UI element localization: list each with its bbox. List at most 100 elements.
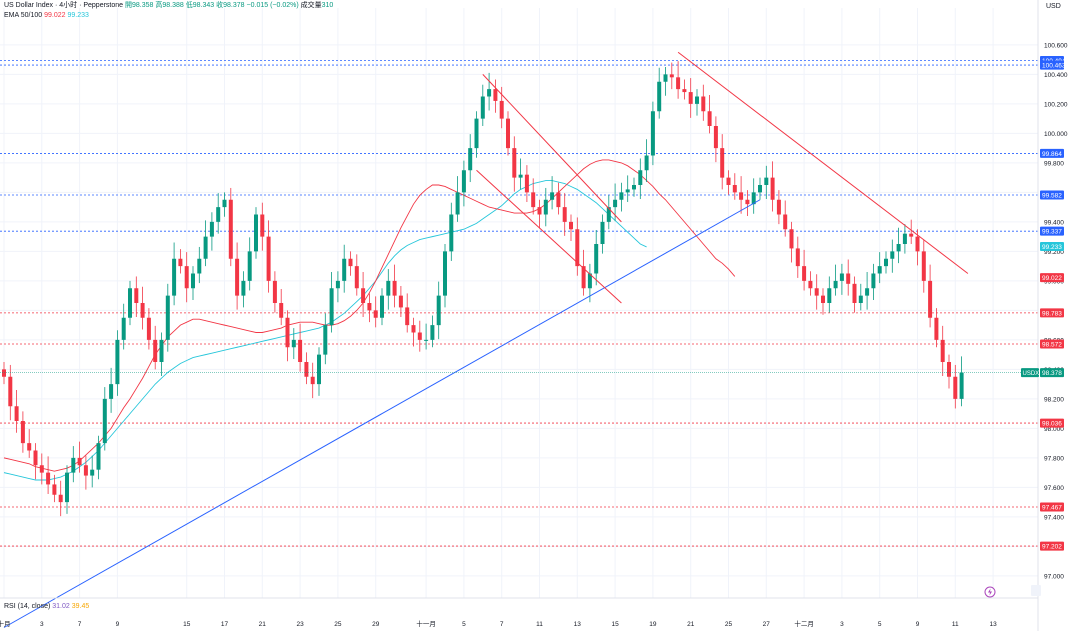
x-tick-label: 7: [500, 621, 504, 628]
candle-body: [720, 148, 725, 178]
candle-body: [884, 258, 888, 267]
ema-label: EMA 50/100: [4, 12, 43, 19]
level-badge: [1040, 541, 1064, 551]
symbol-tag: [1021, 368, 1039, 378]
candle-body: [518, 174, 523, 178]
level-label: 98.036: [1042, 421, 1062, 428]
y-tick-label: 97.800: [1044, 455, 1064, 462]
candle-body: [52, 484, 57, 495]
candle-body: [707, 111, 712, 126]
x-tick-label: 十二月: [794, 619, 814, 628]
level-label: 99.337: [1042, 229, 1062, 236]
candle-body: [443, 251, 447, 296]
candle-body: [342, 258, 347, 281]
candle-body: [121, 317, 126, 340]
level-label: 99.582: [1042, 193, 1062, 200]
level-badge: [1040, 148, 1064, 158]
level-label: 98.572: [1042, 342, 1062, 349]
rsi-legend: RSI (14, close) 31.02 39.45: [4, 602, 89, 612]
candle-body: [436, 295, 441, 326]
symbol-tag-label: USDX: [1023, 371, 1040, 377]
x-tick-label: 5: [878, 621, 882, 628]
open-label: 開: [125, 2, 133, 9]
candle-body: [71, 457, 76, 473]
candle-body: [354, 266, 359, 289]
level-label: 99.864: [1042, 151, 1062, 158]
candle-body: [669, 74, 674, 78]
candle-body: [272, 280, 277, 303]
volume-value: 310: [321, 2, 334, 9]
candle-body: [877, 266, 882, 274]
high-label: 高: [155, 2, 163, 9]
ema-legend: EMA 50/100 99.022 99.233: [4, 11, 89, 21]
candle-body: [197, 258, 202, 274]
y-tick-label: 98.200: [1044, 396, 1064, 403]
candle-body: [543, 199, 548, 215]
candle-body: [928, 280, 933, 318]
x-tick-label: 11: [952, 621, 959, 628]
candle-body: [606, 207, 611, 222]
candle-body: [247, 251, 252, 281]
candle-body: [140, 303, 145, 318]
close-label: 收: [216, 2, 224, 9]
x-tick-label: 5: [462, 621, 466, 628]
candle-body: [279, 303, 284, 318]
candle-body: [537, 207, 542, 215]
x-tick-label: 19: [649, 621, 657, 628]
candle-body: [770, 177, 775, 200]
price-label: 98.378: [1042, 370, 1062, 377]
x-tick-label: 13: [574, 621, 582, 628]
candle-body: [638, 170, 643, 185]
candle-body: [203, 236, 208, 259]
candle-body: [506, 118, 510, 149]
candle-body: [266, 236, 271, 281]
candle-body: [871, 273, 876, 289]
candle-body: [241, 280, 246, 296]
rsi-value: 31.02: [52, 603, 70, 610]
y-tick-label: 99.800: [1044, 160, 1064, 167]
candle-body: [846, 273, 851, 284]
candle-body: [128, 288, 132, 318]
candle-body: [776, 199, 781, 215]
low-label: 低: [185, 2, 193, 9]
level-badge: [1040, 418, 1064, 428]
level-badge: [1040, 339, 1064, 349]
symbol-legend: US Dollar Index · 4小时 · Pepperstone 開98.…: [4, 1, 333, 11]
candle-body: [386, 280, 391, 296]
x-tick-label: 3: [840, 621, 844, 628]
candle-body: [865, 288, 870, 296]
candle-body: [682, 89, 687, 93]
candle-body: [392, 280, 397, 296]
candle-body: [323, 325, 328, 355]
candle-body: [959, 372, 964, 399]
candle-body: [915, 236, 920, 252]
price-badge: [1040, 273, 1064, 283]
price-label: 99.233: [1042, 244, 1062, 251]
candle-body: [468, 148, 473, 171]
open-value: 98.358: [132, 2, 154, 9]
candle-body: [921, 251, 926, 281]
candle-body: [367, 303, 372, 311]
x-tick-label: 27: [763, 621, 771, 628]
candle-body: [58, 494, 63, 503]
candle-body: [562, 207, 567, 222]
candle-body: [575, 229, 580, 267]
x-tick-label: 21: [687, 621, 695, 628]
candle-body: [329, 288, 334, 326]
candle-body: [77, 457, 82, 466]
candle-body: [821, 295, 825, 303]
candle-body: [663, 74, 668, 82]
candle-body: [827, 288, 832, 303]
candle-body: [172, 258, 177, 296]
candle-body: [726, 177, 731, 185]
candle-body: [380, 295, 384, 318]
x-tick-label: 29: [372, 621, 380, 628]
price-label: 99.022: [1042, 275, 1062, 282]
candle-body: [424, 339, 429, 341]
y-tick-label: 97.400: [1044, 514, 1064, 521]
candle-body: [764, 177, 769, 185]
candle-body: [531, 192, 536, 208]
level-label: 97.202: [1042, 544, 1062, 551]
x-tick-label: 15: [611, 621, 619, 628]
